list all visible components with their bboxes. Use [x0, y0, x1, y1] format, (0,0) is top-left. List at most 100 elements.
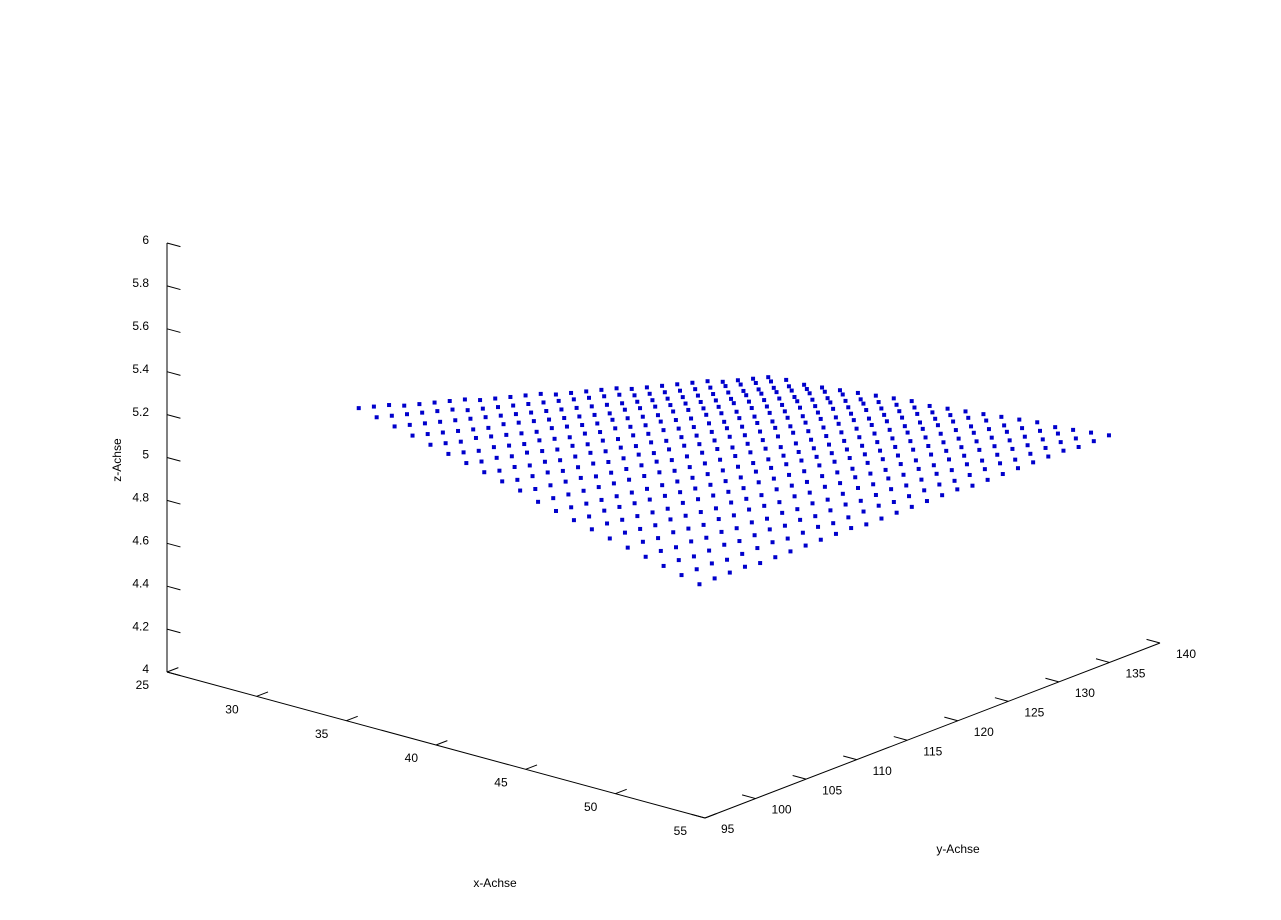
- data-point: [753, 380, 758, 385]
- data-point: [935, 423, 940, 428]
- data-point: [922, 488, 927, 493]
- data-point: [784, 462, 789, 467]
- data-point: [731, 513, 736, 518]
- data-point: [708, 482, 713, 487]
- data-point: [638, 406, 643, 411]
- y-axis: [704, 642, 1161, 819]
- data-point: [883, 467, 888, 472]
- data-point: [868, 471, 873, 476]
- data-point: [891, 396, 896, 401]
- x-tick: [435, 740, 448, 746]
- y-tick: [944, 716, 958, 722]
- data-point: [661, 428, 666, 433]
- x-tick-label: 30: [225, 703, 239, 717]
- y-tick: [691, 813, 706, 819]
- data-point: [518, 488, 523, 493]
- data-point: [908, 439, 913, 444]
- data-point: [569, 505, 574, 510]
- data-point: [756, 387, 761, 392]
- data-point: [798, 405, 802, 410]
- data-point: [456, 428, 461, 433]
- data-point: [552, 436, 557, 441]
- data-point: [727, 434, 732, 439]
- data-point: [482, 470, 487, 475]
- data-point: [627, 477, 632, 482]
- data-point: [1053, 425, 1058, 430]
- data-point: [945, 406, 950, 411]
- x-tick: [166, 667, 179, 673]
- y-tick-label: 125: [1024, 706, 1044, 720]
- data-point: [607, 536, 612, 541]
- data-point: [980, 458, 985, 463]
- data-point: [602, 508, 607, 513]
- data-point: [658, 419, 663, 424]
- data-point: [893, 444, 898, 449]
- data-point: [861, 509, 866, 514]
- data-point: [855, 390, 860, 395]
- data-point: [745, 441, 750, 446]
- data-point: [629, 490, 634, 495]
- data-point: [684, 454, 689, 459]
- data-point: [843, 502, 848, 507]
- data-point: [584, 389, 589, 394]
- data-point: [729, 396, 734, 401]
- data-point: [1089, 430, 1094, 435]
- data-point: [618, 445, 623, 450]
- data-point: [687, 465, 692, 470]
- data-point: [747, 507, 752, 512]
- data-point: [814, 454, 819, 459]
- data-point: [865, 460, 870, 465]
- data-point: [599, 387, 604, 392]
- x-tick: [525, 764, 538, 770]
- data-point: [435, 409, 440, 414]
- data-point: [551, 496, 556, 501]
- data-point: [890, 436, 895, 441]
- data-point: [712, 438, 717, 443]
- data-point: [1022, 434, 1027, 439]
- data-point: [458, 439, 463, 444]
- x-tick-label: 25: [136, 678, 150, 692]
- data-point: [562, 416, 567, 421]
- data-point: [713, 506, 718, 511]
- data-point: [924, 499, 929, 504]
- data-point: [850, 466, 855, 471]
- data-point: [796, 449, 801, 454]
- data-point: [831, 521, 836, 526]
- data-point: [1017, 417, 1022, 422]
- data-point: [894, 510, 899, 515]
- data-point: [464, 461, 469, 466]
- data-point: [884, 419, 889, 424]
- data-point: [1073, 436, 1078, 441]
- data-point: [693, 486, 698, 491]
- data-point: [694, 567, 699, 572]
- data-point: [620, 517, 625, 522]
- data-point: [816, 524, 821, 529]
- data-point: [617, 504, 622, 509]
- data-point: [486, 425, 491, 430]
- y-tick-label: 110: [873, 764, 892, 778]
- data-point: [864, 522, 869, 527]
- data-point: [497, 468, 502, 473]
- data-point: [478, 398, 483, 403]
- data-point: [544, 409, 549, 414]
- data-point: [788, 424, 793, 429]
- data-point: [734, 526, 739, 531]
- data-point: [493, 396, 498, 401]
- data-point: [585, 442, 590, 447]
- data-point: [650, 398, 655, 403]
- z-tick-label: 4: [142, 662, 149, 676]
- data-point: [918, 420, 922, 425]
- z-axis-label: z-Achse: [110, 438, 124, 482]
- data-point: [898, 462, 903, 467]
- data-point: [669, 458, 674, 463]
- data-point: [810, 501, 815, 506]
- z-tick-label: 4.2: [132, 619, 149, 633]
- data-point: [540, 449, 545, 454]
- data-point: [1043, 445, 1048, 450]
- data-point: [737, 416, 742, 421]
- data-point: [696, 497, 701, 502]
- data-point: [638, 526, 643, 531]
- data-point: [1076, 444, 1081, 449]
- data-point: [676, 426, 681, 431]
